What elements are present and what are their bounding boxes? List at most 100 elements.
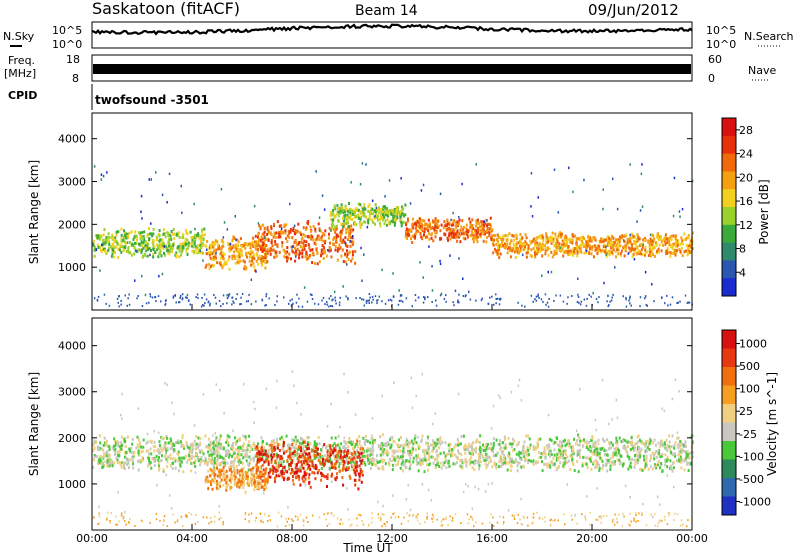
scatter-cell bbox=[219, 461, 222, 465]
scatter-cell bbox=[564, 444, 567, 448]
scatter-cell bbox=[398, 299, 401, 302]
scatter-cell bbox=[153, 449, 156, 453]
scatter-cell bbox=[265, 244, 268, 247]
scatter-cell bbox=[587, 235, 590, 239]
scatter-cell bbox=[314, 229, 317, 233]
scatter-cell bbox=[501, 451, 504, 455]
scatter-cell bbox=[404, 443, 407, 447]
nsearch-label: N.Search bbox=[744, 30, 794, 43]
scatter-cell bbox=[619, 454, 622, 458]
scatter-cell bbox=[687, 236, 690, 240]
scatter-cell bbox=[439, 192, 442, 196]
scatter-cell bbox=[619, 461, 622, 465]
scatter-cell bbox=[306, 436, 309, 440]
scatter-cell bbox=[439, 294, 442, 297]
scatter-cell bbox=[114, 451, 117, 455]
scatter-cell bbox=[166, 436, 169, 440]
scatter-cell bbox=[451, 450, 454, 454]
scatter-cell bbox=[678, 210, 681, 213]
scatter-cell bbox=[604, 453, 607, 456]
scatter-cell bbox=[436, 454, 439, 457]
scatter-cell bbox=[347, 445, 350, 449]
scatter-cell bbox=[671, 247, 674, 251]
scatter-cell bbox=[425, 449, 428, 453]
scatter-cell bbox=[610, 299, 613, 302]
scatter-cell bbox=[551, 460, 554, 464]
scatter-cell bbox=[493, 463, 496, 466]
scatter-cell bbox=[375, 459, 378, 463]
scatter-cell bbox=[598, 247, 601, 251]
scatter-cell bbox=[247, 463, 250, 467]
scatter-cell bbox=[166, 441, 169, 445]
scatter-cell bbox=[151, 296, 154, 299]
scatter-cell bbox=[120, 299, 122, 302]
scatter-cell bbox=[338, 247, 341, 251]
scatter-cell bbox=[579, 248, 582, 252]
scatter-cell bbox=[109, 245, 112, 249]
scatter-cell bbox=[426, 448, 429, 452]
scatter-cell bbox=[105, 302, 107, 305]
scatter-cell bbox=[609, 300, 611, 303]
scatter-cell bbox=[194, 464, 197, 468]
scatter-cell bbox=[641, 441, 644, 445]
scatter-cell bbox=[222, 236, 225, 239]
scatter-cell bbox=[113, 449, 116, 452]
scatter-cell bbox=[462, 236, 465, 240]
scatter-cell bbox=[116, 297, 119, 300]
scatter-cell bbox=[154, 296, 157, 299]
scatter-cell bbox=[245, 300, 248, 303]
scatter-cell bbox=[642, 238, 645, 242]
scatter-cell bbox=[460, 225, 463, 229]
scatter-cell bbox=[354, 222, 356, 226]
scatter-cell bbox=[276, 440, 278, 444]
scatter-cell bbox=[346, 219, 348, 223]
scatter-cell bbox=[664, 302, 666, 305]
scatter-cell bbox=[639, 252, 642, 256]
scatter-cell bbox=[445, 294, 447, 297]
scatter-cell bbox=[318, 442, 321, 446]
scatter-cell bbox=[683, 232, 686, 236]
scatter-cell bbox=[346, 263, 348, 266]
scatter-cell bbox=[571, 233, 574, 236]
scatter-cell bbox=[328, 249, 331, 253]
scatter-cell bbox=[433, 441, 436, 445]
scatter-cell bbox=[426, 225, 429, 229]
scatter-cell bbox=[140, 244, 143, 248]
scatter-cell bbox=[655, 251, 658, 255]
scatter-cell bbox=[333, 204, 336, 208]
scatter-cell bbox=[615, 255, 617, 259]
scatter-cell bbox=[496, 238, 498, 241]
scatter-cell bbox=[461, 182, 463, 186]
scatter-cell bbox=[221, 266, 224, 270]
scatter-cell bbox=[269, 231, 272, 235]
scatter-cell bbox=[223, 260, 226, 264]
scatter-cell bbox=[170, 442, 173, 446]
scatter-cell bbox=[516, 247, 519, 251]
scatter-cell bbox=[406, 229, 409, 233]
scatter-cell bbox=[222, 244, 225, 248]
scatter-cell bbox=[605, 458, 608, 462]
scatter-cell bbox=[237, 457, 240, 461]
scatter-cell bbox=[637, 434, 640, 438]
scatter-cell bbox=[506, 468, 509, 472]
scatter-cell bbox=[401, 460, 404, 464]
scatter-cell bbox=[185, 231, 188, 235]
scatter-cell bbox=[218, 299, 221, 302]
colorbar-tick-label: 16 bbox=[739, 195, 753, 208]
scatter-cell bbox=[335, 236, 338, 240]
scatter-cell bbox=[390, 219, 393, 223]
scatter-cell bbox=[138, 242, 140, 246]
scatter-cell bbox=[119, 445, 122, 449]
scatter-cell bbox=[155, 238, 158, 242]
scatter-cell bbox=[228, 247, 231, 251]
scatter-cell bbox=[212, 255, 215, 259]
scatter-cell bbox=[331, 242, 334, 246]
scatter-cell bbox=[255, 244, 258, 248]
scatter-cell bbox=[632, 234, 635, 238]
scatter-cell bbox=[515, 245, 518, 249]
scatter-cell bbox=[437, 441, 440, 445]
scatter-cell bbox=[161, 242, 164, 245]
scatter-cell bbox=[203, 293, 206, 296]
scatter-cell bbox=[178, 255, 181, 259]
scatter-cell bbox=[552, 237, 555, 241]
